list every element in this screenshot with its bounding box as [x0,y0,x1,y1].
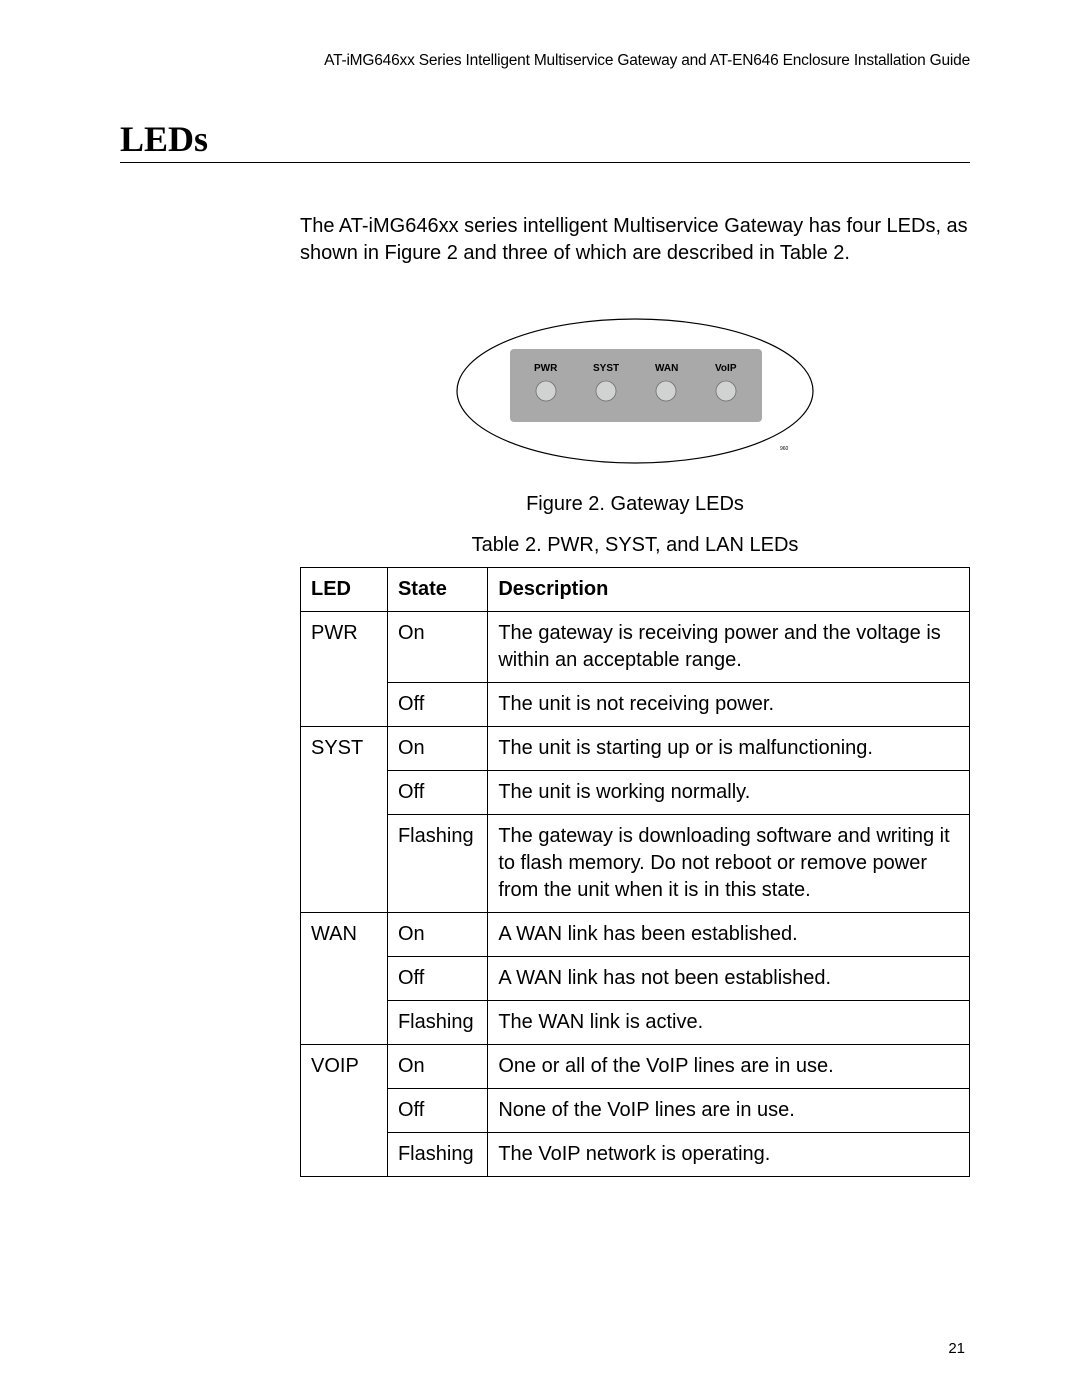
col-header-state: State [387,568,487,612]
table-row: VOIPOnOne or all of the VoIP lines are i… [301,1045,970,1089]
table-row: OffA WAN link has not been established. [301,957,970,1001]
cell-description: The unit is working normally. [488,771,970,815]
cell-led: PWR [301,612,388,727]
intro-paragraph: The AT-iMG646xx series intelligent Multi… [300,213,970,267]
table-row: OffNone of the VoIP lines are in use. [301,1089,970,1133]
table-row: FlashingThe gateway is downloading softw… [301,815,970,913]
section-title: LEDs [120,118,970,160]
cell-state: Flashing [387,1133,487,1177]
page-number: 21 [948,1340,965,1357]
led-indicator [536,381,556,401]
led-table: LED State Description PWROnThe gateway i… [300,567,970,1177]
table-row: FlashingThe WAN link is active. [301,1001,970,1045]
col-header-desc: Description [488,568,970,612]
led-label: VoIP [715,363,737,374]
cell-state: Off [387,771,487,815]
cell-description: The gateway is receiving power and the v… [488,612,970,683]
cell-state: On [387,727,487,771]
cell-description: None of the VoIP lines are in use. [488,1089,970,1133]
led-label: PWR [534,363,558,374]
table-row: PWROnThe gateway is receiving power and … [301,612,970,683]
cell-state: Off [387,957,487,1001]
led-label: WAN [655,363,678,374]
table-row: SYSTOnThe unit is starting up or is malf… [301,727,970,771]
table-row: OffThe unit is not receiving power. [301,683,970,727]
section-title-rule: LEDs [120,118,970,163]
cell-description: The VoIP network is operating. [488,1133,970,1177]
page-container: AT-iMG646xx Series Intelligent Multiserv… [0,0,1080,1217]
led-label: SYST [593,363,619,374]
cell-led: SYST [301,727,388,913]
cell-state: On [387,913,487,957]
body-block: The AT-iMG646xx series intelligent Multi… [300,213,970,1177]
figure-caption: Figure 2. Gateway LEDs [300,493,970,516]
cell-led: WAN [301,913,388,1045]
cell-state: Off [387,683,487,727]
cell-state: On [387,1045,487,1089]
cell-description: The gateway is downloading software and … [488,815,970,913]
table-caption: Table 2. PWR, SYST, and LAN LEDs [300,534,970,557]
cell-state: Off [387,1089,487,1133]
table-row: FlashingThe VoIP network is operating. [301,1133,970,1177]
document-header: AT-iMG646xx Series Intelligent Multiserv… [120,52,970,70]
cell-description: A WAN link has not been established. [488,957,970,1001]
gateway-leds-figure: PWR SYST WAN VoIP 960 [450,309,820,474]
figure-small-note: 960 [780,446,789,452]
cell-description: The unit is starting up or is malfunctio… [488,727,970,771]
cell-description: One or all of the VoIP lines are in use. [488,1045,970,1089]
cell-state: Flashing [387,815,487,913]
cell-state: Flashing [387,1001,487,1045]
figure-wrap: PWR SYST WAN VoIP 960 [300,309,970,479]
led-indicator [596,381,616,401]
table-row: WANOnA WAN link has been established. [301,913,970,957]
led-indicator [716,381,736,401]
cell-led: VOIP [301,1045,388,1177]
cell-description: A WAN link has been established. [488,913,970,957]
cell-description: The unit is not receiving power. [488,683,970,727]
table-header-row: LED State Description [301,568,970,612]
col-header-led: LED [301,568,388,612]
table-row: OffThe unit is working normally. [301,771,970,815]
led-indicator [656,381,676,401]
cell-description: The WAN link is active. [488,1001,970,1045]
cell-state: On [387,612,487,683]
